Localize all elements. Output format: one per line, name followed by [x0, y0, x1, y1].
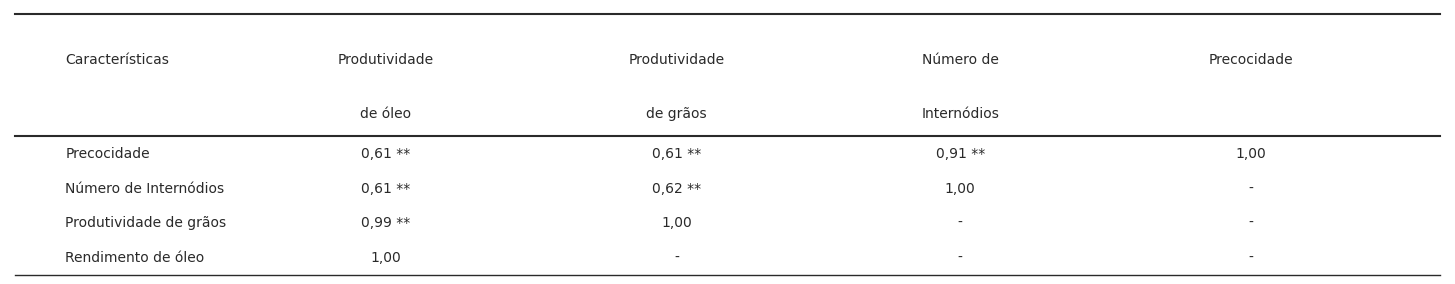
Text: Rendimento de óleo: Rendimento de óleo [65, 251, 205, 265]
Text: 0,99 **: 0,99 ** [361, 216, 410, 230]
Text: de óleo: de óleo [359, 106, 412, 121]
Text: de grãos: de grãos [646, 106, 707, 121]
Text: 0,61 **: 0,61 ** [361, 181, 410, 195]
Text: -: - [957, 251, 963, 265]
Text: 1,00: 1,00 [1235, 147, 1267, 161]
Text: -: - [1248, 251, 1254, 265]
Text: Internódios: Internódios [921, 106, 1000, 121]
Text: 1,00: 1,00 [370, 251, 402, 265]
Text: Produtividade: Produtividade [629, 53, 725, 67]
Text: 0,62 **: 0,62 ** [652, 181, 701, 195]
Text: Produtividade de grãos: Produtividade de grãos [65, 216, 227, 230]
Text: Precocidade: Precocidade [65, 147, 150, 161]
Text: Produtividade: Produtividade [338, 53, 434, 67]
Text: 0,61 **: 0,61 ** [652, 147, 701, 161]
Text: 0,61 **: 0,61 ** [361, 147, 410, 161]
Text: -: - [1248, 181, 1254, 195]
Text: Precocidade: Precocidade [1209, 53, 1293, 67]
Text: -: - [674, 251, 679, 265]
Text: Número de Internódios: Número de Internódios [65, 181, 224, 195]
Text: Número de: Número de [922, 53, 998, 67]
Text: -: - [1248, 216, 1254, 230]
Text: 1,00: 1,00 [661, 216, 693, 230]
Text: 0,91 **: 0,91 ** [936, 147, 985, 161]
Text: Características: Características [65, 53, 169, 67]
Text: -: - [957, 216, 963, 230]
Text: 1,00: 1,00 [944, 181, 976, 195]
